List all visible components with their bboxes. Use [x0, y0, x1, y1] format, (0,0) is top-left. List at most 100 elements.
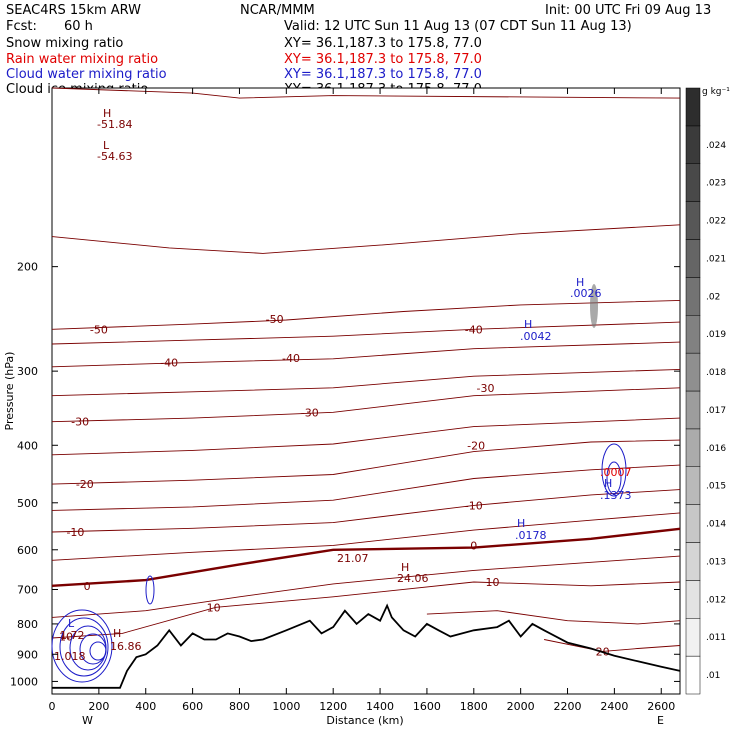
temperature-contour-line — [51, 341, 681, 368]
x-tick-label: 2200 — [554, 700, 582, 713]
cloud-water-contour — [51, 609, 113, 683]
temp-max-marker-3: H — [113, 627, 121, 640]
ice-max-marker: H — [576, 276, 584, 289]
y-tick-label: 800 — [17, 618, 38, 631]
cloudwater-max-value: .1373 — [600, 489, 632, 502]
temperature-contour-label: 0 — [84, 580, 91, 593]
x-tick-label: 2600 — [647, 700, 675, 713]
colorbar-bin — [685, 390, 701, 430]
x-tick-label: 800 — [229, 700, 250, 713]
temperature-contours — [51, 87, 681, 652]
colorbar-bin — [685, 655, 701, 695]
temperature-contour-label: -10 — [465, 499, 483, 512]
colorbar-bin — [685, 163, 701, 202]
temperature-contour-line — [51, 439, 681, 485]
forecast-label: Fcst: — [6, 19, 37, 34]
colorbar-label: .015 — [706, 482, 726, 492]
colorbar-label: .011 — [706, 633, 726, 643]
temp-max-value-3: 16.86 — [110, 640, 142, 653]
y-tick-label: 500 — [17, 497, 38, 510]
temp-max-value-2: 24.06 — [397, 572, 429, 585]
cloud-water-contour — [606, 461, 622, 495]
temperature-contour-label: -30 — [71, 416, 89, 429]
colorbar-label: .01 — [706, 671, 720, 681]
temperature-contour-line — [51, 224, 681, 254]
colorbar-bin — [685, 277, 701, 316]
y-tick-label: 600 — [17, 544, 38, 557]
temperature-contour-line — [51, 387, 681, 423]
temperature-contour-line — [51, 555, 681, 618]
y-tick-label: 300 — [17, 365, 38, 378]
temperature-contour-label: -30 — [477, 382, 495, 395]
low-marker: L — [103, 139, 110, 152]
temp-max-value-1: 21.07 — [337, 552, 369, 565]
temperature-contour-line — [51, 527, 681, 587]
field-snow-xy: XY= 36.1,187.3 to 175.8, 77.0 — [284, 36, 482, 51]
cloudwater-max2-marker: H — [517, 517, 525, 530]
cloud-water-contour — [601, 443, 627, 497]
colorbar-unit: g kg⁻¹ — [702, 87, 730, 97]
temperature-contour-label: -40 — [160, 356, 178, 369]
temperature-contour-label: -40 — [465, 323, 483, 336]
bl-value-2: 1.018 — [54, 650, 86, 663]
y-axis-title: Pressure (hPa) — [3, 352, 16, 431]
rain-max-value: .0007 — [600, 466, 632, 479]
colorbar-bin — [685, 201, 701, 240]
x-tick-label: 1400 — [366, 700, 394, 713]
temperature-contour-line — [544, 639, 681, 652]
colorbar-label: .022 — [706, 217, 726, 227]
terrain-line — [52, 603, 681, 689]
valid-time: Valid: 12 UTC Sun 11 Aug 13 (07 CDT Sun … — [284, 19, 632, 34]
colorbar-bin — [685, 87, 701, 127]
y-tick-label: 400 — [17, 439, 38, 452]
field-rain-xy: XY= 36.1,187.3 to 175.8, 77.0 — [284, 52, 482, 67]
colorbar-bin — [685, 239, 701, 278]
org-title: NCAR/MMM — [240, 3, 315, 18]
temperature-contour-label: -40 — [282, 352, 300, 365]
x-tick-label: 0 — [49, 700, 56, 713]
x-axis-east-label: E — [657, 714, 664, 727]
cloud-water-contour — [59, 617, 109, 677]
colorbar-bin — [685, 125, 701, 164]
cloud-max-value: .0042 — [520, 330, 552, 343]
colorbar-bin — [685, 428, 701, 467]
temperature-contour-line — [51, 489, 681, 533]
colorbar-label: .012 — [706, 595, 726, 605]
ice-max-value: .0026 — [570, 287, 602, 300]
x-axis-west-label: W — [82, 714, 93, 727]
field-rain-name: Rain water mixing ratio — [6, 52, 158, 67]
low-value: -54.63 — [97, 150, 132, 163]
temperature-contour-line — [51, 321, 681, 345]
cloud-water-contour — [89, 641, 107, 661]
colorbar-label: .014 — [706, 520, 726, 530]
temperature-contour-label: -50 — [90, 323, 108, 336]
x-tick-label: 1600 — [413, 700, 441, 713]
colorbar-bin — [685, 618, 701, 657]
field-cloudwater-xy: XY= 36.1,187.3 to 175.8, 77.0 — [284, 67, 482, 82]
temperature-contour-label: -30 — [301, 406, 319, 419]
colorbar-label: .019 — [706, 330, 726, 340]
x-tick-label: 1800 — [460, 700, 488, 713]
high-marker: H — [103, 107, 111, 120]
y-tick-label: 900 — [17, 648, 38, 661]
temperature-contour-line — [51, 464, 681, 511]
model-title: SEAC4RS 15km ARW — [6, 3, 141, 18]
colorbar-bin — [685, 352, 701, 392]
colorbar-bin — [685, 504, 701, 543]
temperature-contour-label: 10 — [207, 601, 221, 614]
colorbar-bin — [685, 315, 701, 354]
colorbar-bin — [685, 542, 701, 581]
x-tick-label: 400 — [135, 700, 156, 713]
init-time: Init: 00 UTC Fri 09 Aug 13 — [545, 3, 711, 18]
colorbar-bin — [685, 466, 701, 505]
cloud-water-contour — [145, 575, 155, 605]
temperature-contour-line — [51, 368, 681, 397]
colorbar-label: .024 — [706, 141, 726, 151]
temperature-contour-line — [51, 417, 681, 456]
x-tick-label: 200 — [88, 700, 109, 713]
x-tick-label: 1200 — [319, 700, 347, 713]
bl-low-marker: L — [68, 617, 75, 630]
colorbar-label: .017 — [706, 406, 726, 416]
y-tick-label: 1000 — [10, 675, 38, 688]
